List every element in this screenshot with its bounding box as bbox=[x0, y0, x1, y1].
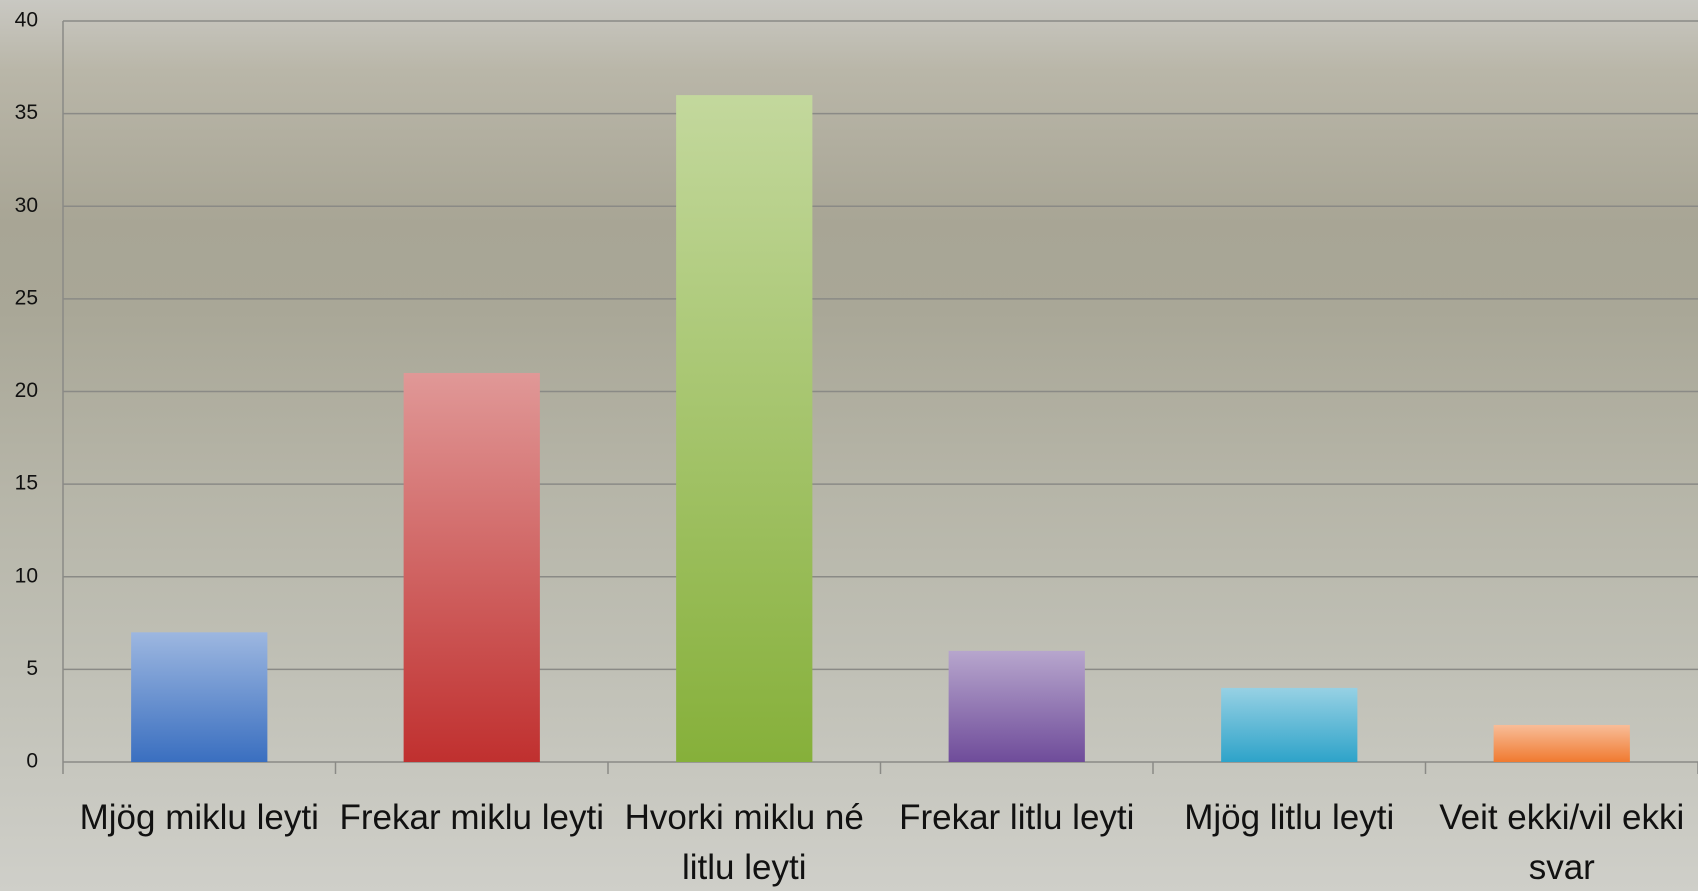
x-tick-label: Frekar miklu leyti bbox=[339, 798, 604, 837]
bar bbox=[403, 372, 540, 762]
y-tick-label: 35 bbox=[15, 101, 38, 124]
x-tick-label: Hvorki miklu né litlu leyti bbox=[624, 798, 864, 887]
bar bbox=[1221, 687, 1358, 762]
y-tick-label: 40 bbox=[15, 9, 38, 32]
bar bbox=[1493, 724, 1630, 762]
x-tick-label: Frekar litlu leyti bbox=[899, 798, 1135, 837]
x-tick-label: Veit ekki/vil ekki svar bbox=[1439, 798, 1685, 887]
y-tick-label: 15 bbox=[15, 472, 38, 495]
y-tick-label: 20 bbox=[15, 379, 38, 402]
y-tick-label: 30 bbox=[15, 194, 38, 217]
bar bbox=[948, 650, 1085, 762]
bar bbox=[676, 95, 813, 763]
y-tick-label: 0 bbox=[26, 750, 38, 773]
x-tick-label: Mjög litlu leyti bbox=[1184, 798, 1395, 837]
bar bbox=[131, 632, 268, 762]
x-tick-label: Mjög miklu leyti bbox=[79, 798, 319, 837]
y-tick-label: 5 bbox=[26, 657, 38, 680]
y-tick-label: 25 bbox=[15, 286, 38, 309]
y-tick-label: 10 bbox=[15, 564, 38, 587]
